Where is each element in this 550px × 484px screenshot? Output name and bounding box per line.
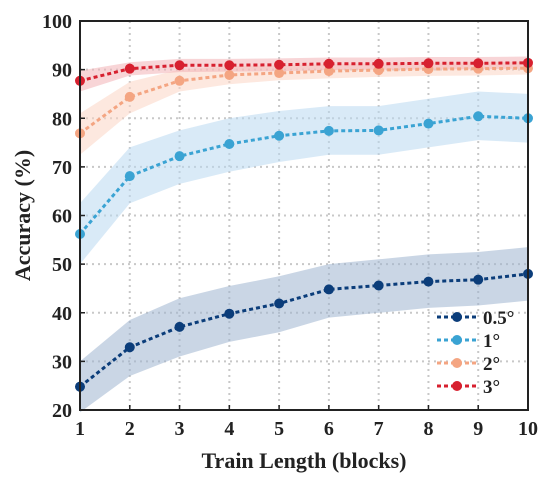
x-tick-label: 7 xyxy=(374,418,384,440)
series-4-point xyxy=(174,60,185,71)
series-2-point xyxy=(423,118,434,129)
series-1-confidence-band xyxy=(80,247,528,413)
series-4-point xyxy=(224,60,235,71)
series-2-point xyxy=(373,125,384,136)
series-4-point xyxy=(373,58,384,69)
series-1-point xyxy=(473,274,484,285)
x-tick-label: 2 xyxy=(125,418,135,440)
series-2-point xyxy=(274,130,285,141)
legend-label: 1° xyxy=(483,331,500,352)
series-1-point xyxy=(124,342,135,353)
series-3-point xyxy=(124,91,135,102)
series-3-line xyxy=(79,66,529,135)
y-tick-label: 60 xyxy=(52,206,72,228)
x-tick-label: 9 xyxy=(473,418,483,440)
series-2-point xyxy=(124,171,135,182)
series-4-point xyxy=(323,58,334,69)
y-tick-label: 30 xyxy=(52,351,72,373)
series-4-point xyxy=(274,59,285,70)
legend-marker xyxy=(452,312,462,322)
series-4-point xyxy=(473,58,484,69)
legend-label: 0.5° xyxy=(483,308,514,329)
series-4-line xyxy=(79,61,529,83)
series-lines xyxy=(78,61,529,388)
series-4-point xyxy=(423,58,434,69)
y-tick-label: 100 xyxy=(42,11,72,33)
x-tick-label: 6 xyxy=(324,418,334,440)
x-tick-label: 8 xyxy=(423,418,433,440)
x-tick-label: 3 xyxy=(175,418,185,440)
series-1-point xyxy=(323,284,334,295)
x-tick-label: 10 xyxy=(518,418,538,440)
legend-marker xyxy=(452,381,462,391)
series-3-point xyxy=(323,66,334,77)
x-tick-label: 4 xyxy=(224,418,234,440)
x-axis-title: Train Length (blocks) xyxy=(202,448,407,473)
x-tick-label: 5 xyxy=(274,418,284,440)
series-3-point xyxy=(274,68,285,79)
series-1-point xyxy=(224,308,235,319)
series-2-point xyxy=(323,125,334,136)
y-tick-label: 20 xyxy=(52,400,72,422)
axis-ticks: 1 2 3 4 5 6 7 8 9 10 20 30 40 50 60 70 80 90 100 xyxy=(42,11,538,440)
series-4-point xyxy=(124,63,135,74)
y-tick-label: 80 xyxy=(52,108,72,130)
legend-label: 2° xyxy=(483,354,500,375)
y-axis-title: Accuracy (%) xyxy=(10,150,35,281)
series-2-line xyxy=(78,114,529,235)
legend-marker xyxy=(452,358,462,368)
series-2-point xyxy=(224,139,235,150)
series-1-point xyxy=(174,321,185,332)
series-1-point xyxy=(274,298,285,309)
series-1-point xyxy=(373,280,384,291)
legend: 0.5°1°2°3° xyxy=(437,308,514,398)
legend-marker xyxy=(452,335,462,345)
y-tick-label: 40 xyxy=(52,303,72,325)
series-3-point xyxy=(224,69,235,80)
y-tick-label: 50 xyxy=(52,254,72,276)
series-1-line xyxy=(79,272,529,388)
series-3-point xyxy=(174,75,185,86)
y-tick-label: 90 xyxy=(52,60,72,82)
series-2-point xyxy=(473,111,484,122)
series-1-point xyxy=(423,276,434,287)
series-2-confidence-band xyxy=(80,91,528,265)
series-2-point xyxy=(174,151,185,162)
y-tick-label: 70 xyxy=(52,157,72,179)
legend-label: 3° xyxy=(483,377,500,398)
x-tick-label: 1 xyxy=(75,418,85,440)
series-3-confidence-band xyxy=(80,61,528,155)
confidence-bands xyxy=(80,56,528,413)
